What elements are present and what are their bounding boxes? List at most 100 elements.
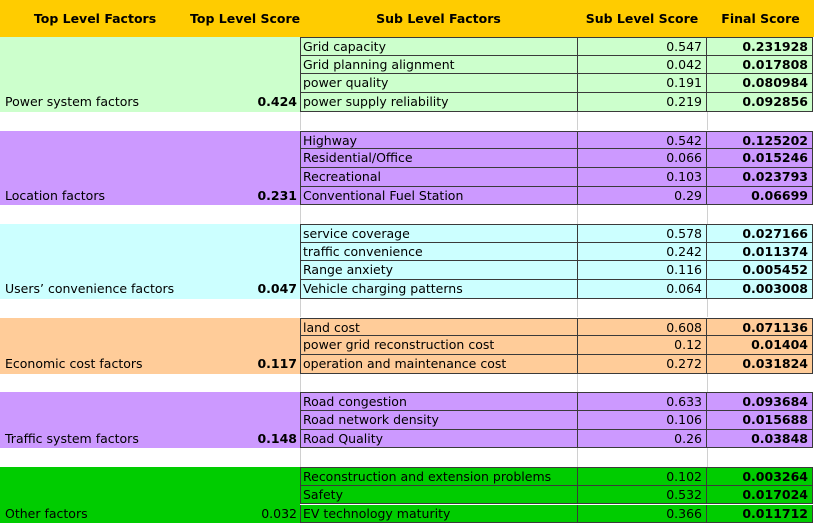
final-score: 0.125202 — [707, 130, 813, 150]
spacer-divider — [300, 373, 301, 393]
spacer-divider — [577, 298, 578, 318]
final-score: 0.011712 — [707, 504, 813, 524]
final-score: 0.080984 — [707, 74, 813, 94]
sub-factor-name: power quality — [300, 74, 578, 94]
sub-factor-name: EV technology maturity — [300, 504, 578, 524]
group-name-economic: Economic cost factors — [5, 355, 143, 371]
final-score: 0.003008 — [707, 280, 813, 299]
sub-factor-name: Grid capacity — [300, 37, 578, 56]
sub-factor-name: service coverage — [300, 224, 578, 243]
sub-factor-score: 0.366 — [578, 504, 707, 524]
final-score: 0.01404 — [707, 336, 813, 355]
sub-factor-name: operation and maintenance cost — [300, 354, 578, 374]
spacer-divider — [577, 205, 578, 224]
sub-factor-score: 0.102 — [578, 467, 707, 486]
group-block-users — [0, 224, 300, 299]
sub-factor-name: Reconstruction and extension problems — [300, 467, 578, 486]
sub-factor-name: power supply reliability — [300, 93, 578, 112]
final-score: 0.017024 — [707, 485, 813, 505]
sub-factor-name: land cost — [300, 317, 578, 337]
spacer-divider — [300, 111, 301, 131]
sub-factor-score: 0.547 — [578, 37, 707, 56]
sub-factor-score: 0.042 — [578, 55, 707, 75]
group-score-traffic: 0.148 — [257, 430, 297, 446]
sub-factor-score: 0.219 — [578, 93, 707, 112]
group-score-economic: 0.117 — [257, 355, 297, 371]
group-block-other — [0, 467, 300, 524]
spacer-divider — [300, 448, 301, 468]
sub-factor-score: 0.532 — [578, 485, 707, 505]
sub-factor-name: Safety — [300, 485, 578, 505]
header-sub-level-factors: Sub Level Factors — [300, 0, 577, 37]
group-name-location: Location factors — [5, 187, 105, 203]
group-name-other: Other factors — [5, 505, 88, 521]
sub-factor-score: 0.066 — [578, 149, 707, 168]
spacer-divider — [577, 448, 578, 468]
spacer-divider — [707, 205, 708, 224]
final-score: 0.005452 — [707, 261, 813, 281]
spacer-divider — [300, 205, 301, 224]
sub-factor-score: 0.191 — [578, 74, 707, 94]
sub-factor-name: Road Quality — [300, 429, 578, 449]
sub-factor-score: 0.542 — [578, 130, 707, 150]
group-block-economic — [0, 317, 300, 374]
final-score: 0.231928 — [707, 37, 813, 56]
final-score: 0.011374 — [707, 242, 813, 262]
group-name-users: Users’ convenience factors — [5, 281, 175, 297]
sub-factor-name: Road congestion — [300, 392, 578, 411]
sub-factor-score: 0.272 — [578, 354, 707, 374]
sub-factor-name: Grid planning alignment — [300, 55, 578, 75]
group-score-location: 0.231 — [257, 187, 297, 203]
sub-factor-score: 0.064 — [578, 280, 707, 299]
final-score: 0.027166 — [707, 224, 813, 243]
sub-factor-name: Residential/Office — [300, 149, 578, 168]
sub-factor-score: 0.103 — [578, 167, 707, 187]
sub-factor-score: 0.29 — [578, 186, 707, 206]
final-score: 0.023793 — [707, 167, 813, 187]
sub-factor-name: power grid reconstruction cost — [300, 336, 578, 355]
sub-factor-name: Conventional Fuel Station — [300, 186, 578, 206]
group-name-traffic: Traffic system factors — [5, 430, 139, 446]
group-score-power: 0.424 — [257, 94, 297, 110]
header-final-score: Final Score — [707, 0, 814, 37]
group-score-other: 0.032 — [261, 505, 297, 521]
sub-factor-name: traffic convenience — [300, 242, 578, 262]
spacer-divider — [577, 373, 578, 393]
final-score: 0.003264 — [707, 467, 813, 486]
final-score: 0.017808 — [707, 55, 813, 75]
final-score: 0.03848 — [707, 429, 813, 449]
group-score-users: 0.047 — [257, 281, 297, 297]
sub-factor-score: 0.578 — [578, 224, 707, 243]
spacer-divider — [300, 298, 301, 318]
final-score: 0.092856 — [707, 93, 813, 112]
sub-factor-score: 0.242 — [578, 242, 707, 262]
final-score: 0.093684 — [707, 392, 813, 411]
spacer-divider — [707, 298, 708, 318]
group-block-location — [0, 130, 300, 206]
final-score: 0.031824 — [707, 354, 813, 374]
sub-factor-score: 0.608 — [578, 317, 707, 337]
final-score: 0.015688 — [707, 411, 813, 430]
group-block-traffic — [0, 392, 300, 449]
header-top-level-factors: Top Level Factors — [0, 0, 190, 37]
final-score: 0.015246 — [707, 149, 813, 168]
sub-factor-name: Road network density — [300, 411, 578, 430]
sub-factor-name: Vehicle charging patterns — [300, 280, 578, 299]
sub-factor-score: 0.12 — [578, 336, 707, 355]
sub-factor-score: 0.26 — [578, 429, 707, 449]
spacer-divider — [707, 448, 708, 468]
header-top-level-score: Top Level Score — [190, 0, 300, 37]
sub-factor-score: 0.116 — [578, 261, 707, 281]
sub-factor-score: 0.633 — [578, 392, 707, 411]
group-name-power: Power system factors — [5, 94, 140, 110]
final-score: 0.071136 — [707, 317, 813, 337]
sub-factor-name: Range anxiety — [300, 261, 578, 281]
spacer-divider — [577, 111, 578, 131]
final-score: 0.06699 — [707, 186, 813, 206]
sub-factor-name: Highway — [300, 130, 578, 150]
spacer-divider — [707, 373, 708, 393]
group-block-power — [0, 37, 300, 112]
spacer-divider — [707, 111, 708, 131]
header-sub-level-score: Sub Level Score — [577, 0, 707, 37]
